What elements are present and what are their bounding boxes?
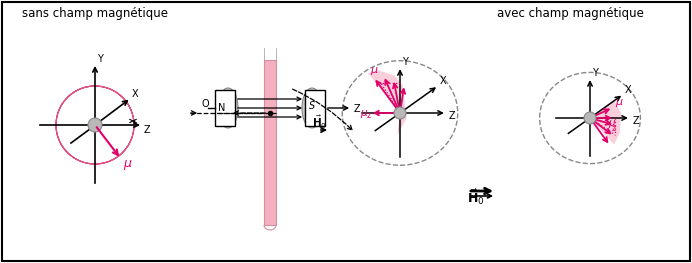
Text: X: X xyxy=(132,89,138,99)
Circle shape xyxy=(88,118,102,132)
Polygon shape xyxy=(368,70,407,135)
Text: Z: Z xyxy=(448,111,455,121)
Text: Y: Y xyxy=(97,54,103,64)
Text: O: O xyxy=(202,99,210,109)
Text: z: z xyxy=(612,124,616,133)
Bar xyxy=(305,90,325,126)
Text: avec champ magnétique: avec champ magnétique xyxy=(497,7,644,20)
Ellipse shape xyxy=(218,88,238,128)
Ellipse shape xyxy=(302,88,322,128)
Text: N: N xyxy=(218,103,226,113)
Text: μ: μ xyxy=(361,108,367,118)
Text: $\vec{\mathbf{H}}_0$: $\vec{\mathbf{H}}_0$ xyxy=(312,114,327,131)
Text: Z: Z xyxy=(632,116,639,126)
Text: X: X xyxy=(439,76,446,87)
Text: X: X xyxy=(625,85,631,95)
Text: S: S xyxy=(309,101,315,111)
Text: μ: μ xyxy=(608,118,615,128)
Bar xyxy=(264,60,276,225)
Text: sans champ magnétique: sans champ magnétique xyxy=(22,7,168,20)
Text: μ: μ xyxy=(123,157,131,170)
Text: Y: Y xyxy=(592,68,598,78)
Circle shape xyxy=(394,107,406,119)
Text: μ: μ xyxy=(615,97,622,107)
Text: μ: μ xyxy=(370,65,377,75)
Text: Z: Z xyxy=(354,104,361,114)
Text: z: z xyxy=(367,111,371,120)
Circle shape xyxy=(584,112,596,124)
Bar xyxy=(215,90,235,126)
Text: $\vec{\mathbf{H}}_0$: $\vec{\mathbf{H}}_0$ xyxy=(467,188,484,207)
Text: Z: Z xyxy=(144,125,151,135)
Text: Y: Y xyxy=(402,57,408,67)
Polygon shape xyxy=(590,100,621,144)
